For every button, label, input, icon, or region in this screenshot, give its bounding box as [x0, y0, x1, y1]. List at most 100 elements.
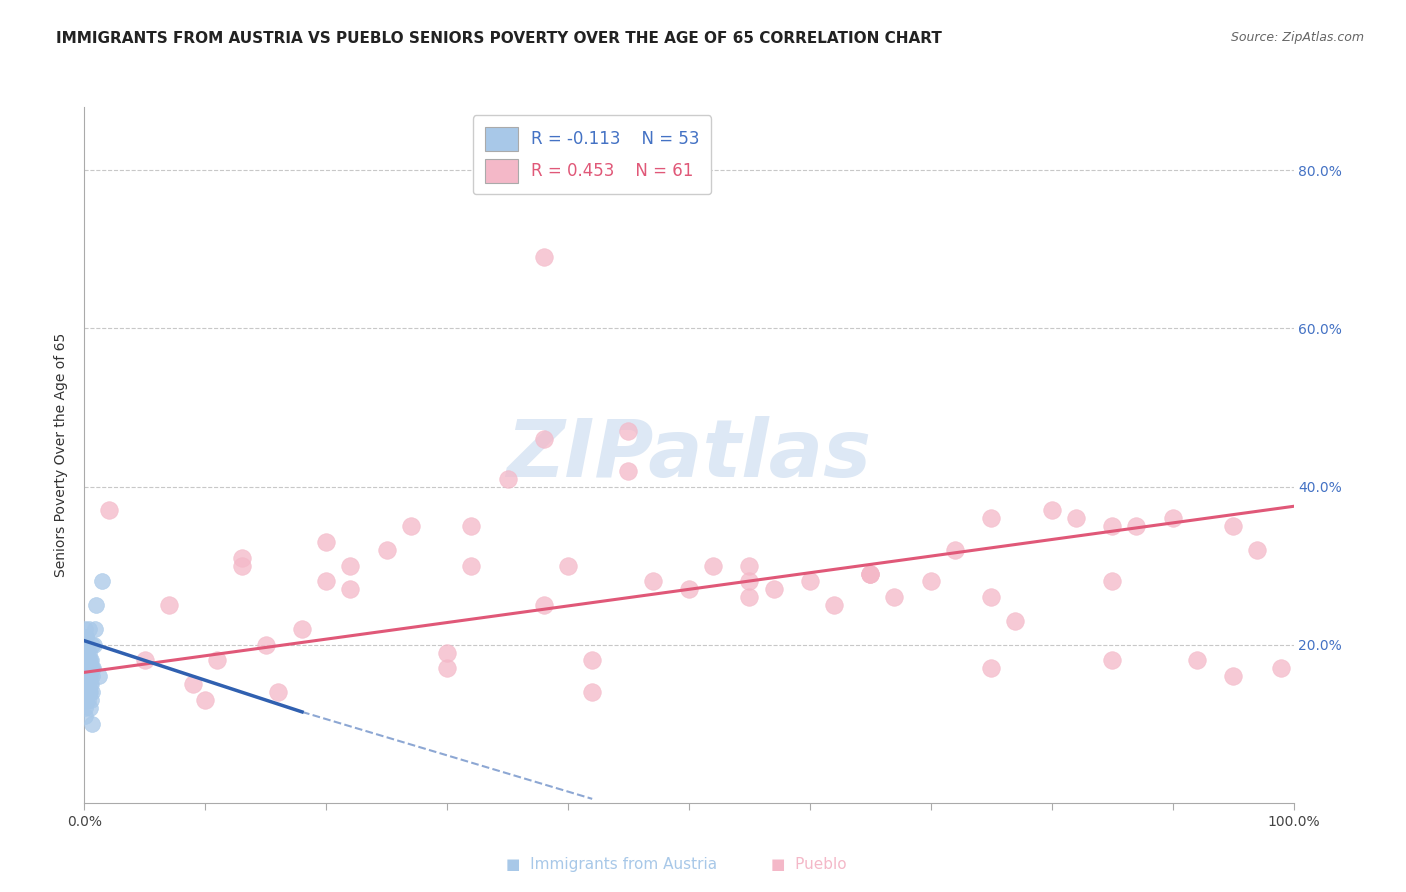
- Point: [207, 653, 229, 667]
- Point: [79, 653, 101, 667]
- Point: [883, 591, 905, 605]
- Point: [460, 558, 482, 573]
- Point: [75, 646, 97, 660]
- Point: [75, 693, 97, 707]
- Point: [315, 574, 337, 589]
- Text: IMMIGRANTS FROM AUSTRIA VS PUEBLO SENIORS POVERTY OVER THE AGE OF 65 CORRELATION: IMMIGRANTS FROM AUSTRIA VS PUEBLO SENIOR…: [56, 31, 942, 46]
- Point: [496, 472, 519, 486]
- Point: [80, 638, 103, 652]
- Point: [581, 653, 603, 667]
- Point: [77, 646, 100, 660]
- Point: [79, 653, 101, 667]
- Point: [460, 519, 482, 533]
- Point: [231, 558, 253, 573]
- Point: [76, 677, 98, 691]
- Point: [339, 558, 361, 573]
- Text: ■  Pueblo: ■ Pueblo: [770, 857, 846, 872]
- Point: [181, 677, 204, 691]
- Point: [76, 669, 98, 683]
- Point: [291, 622, 314, 636]
- Point: [75, 653, 97, 667]
- Point: [375, 542, 398, 557]
- Point: [1064, 511, 1087, 525]
- Point: [1004, 614, 1026, 628]
- Point: [79, 677, 101, 691]
- Point: [799, 574, 821, 589]
- Point: [79, 685, 101, 699]
- Point: [80, 661, 103, 675]
- Point: [75, 630, 97, 644]
- Point: [943, 542, 966, 557]
- Point: [76, 646, 98, 660]
- Point: [1125, 519, 1147, 533]
- Point: [77, 653, 100, 667]
- Point: [82, 661, 104, 675]
- Point: [76, 661, 98, 675]
- Point: [738, 591, 761, 605]
- Point: [702, 558, 724, 573]
- Point: [80, 661, 103, 675]
- Point: [231, 550, 253, 565]
- Point: [823, 598, 845, 612]
- Point: [1222, 669, 1244, 683]
- Point: [79, 693, 101, 707]
- Point: [859, 566, 882, 581]
- Point: [76, 638, 98, 652]
- Point: [79, 669, 101, 683]
- Point: [79, 669, 101, 683]
- Point: [77, 669, 100, 683]
- Point: [194, 693, 217, 707]
- Point: [80, 685, 103, 699]
- Point: [77, 661, 100, 675]
- Point: [97, 503, 120, 517]
- Point: [980, 511, 1002, 525]
- Point: [641, 574, 664, 589]
- Point: [254, 638, 277, 652]
- Point: [77, 685, 100, 699]
- Point: [80, 653, 103, 667]
- Point: [1040, 503, 1063, 517]
- Point: [134, 653, 156, 667]
- Point: [77, 685, 100, 699]
- Point: [75, 661, 97, 675]
- Legend: R = -0.113    N = 53, R = 0.453    N = 61: R = -0.113 N = 53, R = 0.453 N = 61: [472, 115, 711, 194]
- Point: [77, 677, 100, 691]
- Point: [557, 558, 579, 573]
- Point: [738, 558, 761, 573]
- Point: [77, 661, 100, 675]
- Point: [1101, 653, 1123, 667]
- Point: [76, 685, 98, 699]
- Point: [267, 685, 290, 699]
- Point: [79, 677, 101, 691]
- Point: [75, 622, 97, 636]
- Point: [77, 693, 100, 707]
- Point: [91, 574, 114, 589]
- Point: [1101, 574, 1123, 589]
- Point: [617, 464, 640, 478]
- Point: [76, 677, 98, 691]
- Text: Source: ZipAtlas.com: Source: ZipAtlas.com: [1230, 31, 1364, 45]
- Point: [76, 638, 98, 652]
- Point: [436, 646, 458, 660]
- Point: [617, 424, 640, 438]
- Text: ZIPatlas: ZIPatlas: [506, 416, 872, 494]
- Point: [1161, 511, 1184, 525]
- Point: [581, 685, 603, 699]
- Point: [920, 574, 942, 589]
- Point: [83, 638, 105, 652]
- Point: [399, 519, 422, 533]
- Point: [73, 708, 96, 723]
- Point: [980, 591, 1002, 605]
- Point: [77, 622, 100, 636]
- Point: [533, 250, 555, 264]
- Point: [436, 661, 458, 675]
- Point: [339, 582, 361, 597]
- Point: [157, 598, 180, 612]
- Point: [75, 630, 97, 644]
- Point: [84, 622, 107, 636]
- Point: [75, 653, 97, 667]
- Text: ■  Immigrants from Austria: ■ Immigrants from Austria: [506, 857, 717, 872]
- Point: [533, 432, 555, 446]
- Point: [762, 582, 785, 597]
- Point: [533, 598, 555, 612]
